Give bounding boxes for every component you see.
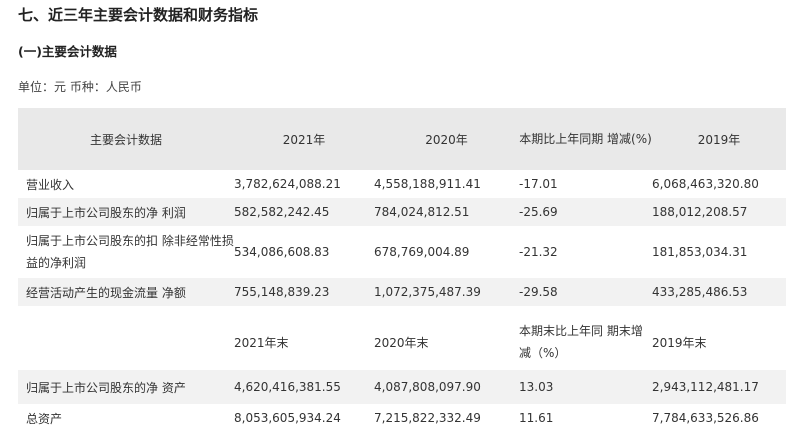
subheader-cell <box>18 314 234 370</box>
table-gap <box>18 306 786 314</box>
table-row: 归属于上市公司股东的净 利润 582,582,242.45 784,024,81… <box>18 198 786 226</box>
table-cell: 6,068,463,320.80 <box>652 177 759 191</box>
table-subheader-row: 2021年末 2020年末 本期末比上年同 期末增减（%） 2019年末 <box>18 314 786 370</box>
table-cell: 433,285,486.53 <box>652 278 786 306</box>
key-accounting-data-table: 主要会计数据 2021年 2020年 本期比上年同期 增减(%) 2019年 营… <box>18 108 786 432</box>
table-cell: -29.58 <box>519 278 652 306</box>
subheader-cell: 2021年末 <box>234 335 289 350</box>
header-cell: 2020年 <box>374 108 519 170</box>
table-row: 经营活动产生的现金流量 净额 755,148,839.23 1,072,375,… <box>18 278 786 306</box>
row-label: 经营活动产生的现金流量 净额 <box>18 278 234 306</box>
header-cell: 2021年 <box>234 108 374 170</box>
table-cell: -25.69 <box>519 198 652 226</box>
table-row: 归属于上市公司股东的扣 除非经常性损益的净利润 534,086,608.83 6… <box>18 226 786 278</box>
table-cell: 11.61 <box>519 411 554 425</box>
table-header-row: 主要会计数据 2021年 2020年 本期比上年同期 增减(%) 2019年 <box>18 108 786 170</box>
table-row: 总资产 8,053,605,934.24 7,215,822,332.49 11… <box>18 404 786 432</box>
header-cell: 本期比上年同期 增减(%) <box>519 108 652 170</box>
subsection-title: (一)主要会计数据 <box>18 44 117 59</box>
table-cell: 13.03 <box>519 370 652 404</box>
table-cell: 755,148,839.23 <box>234 278 374 306</box>
table-cell: 4,087,808,097.90 <box>374 370 519 404</box>
unit-currency-line: 单位：元 币种：人民币 <box>18 80 142 94</box>
table-cell: 188,012,208.57 <box>652 198 786 226</box>
table-cell: 4,620,416,381.55 <box>234 370 374 404</box>
table-cell: 582,582,242.45 <box>234 198 374 226</box>
subheader-cell: 2020年末 <box>374 335 429 350</box>
row-label: 归属于上市公司股东的净 资产 <box>18 370 234 404</box>
table-cell: 534,086,608.83 <box>234 245 330 259</box>
row-label: 归属于上市公司股东的扣 除非经常性损益的净利润 <box>26 234 234 270</box>
row-label: 营业收入 <box>26 177 75 192</box>
table-cell: -17.01 <box>519 177 558 191</box>
header-cell: 主要会计数据 <box>18 108 234 170</box>
table-cell: 4,558,188,911.41 <box>374 177 481 191</box>
section-title: 七、近三年主要会计数据和财务指标 <box>18 6 259 24</box>
subheader-cell: 本期末比上年同 期末增减（%） <box>519 324 643 360</box>
table-cell: 2,943,112,481.17 <box>652 370 786 404</box>
subheader-cell: 2019年末 <box>652 335 707 350</box>
table-row: 营业收入 3,782,624,088.21 4,558,188,911.41 -… <box>18 170 786 198</box>
row-label: 归属于上市公司股东的净 利润 <box>18 198 234 226</box>
table-cell: 1,072,375,487.39 <box>374 278 519 306</box>
table-cell: 3,782,624,088.21 <box>234 177 341 191</box>
row-label: 总资产 <box>26 411 63 426</box>
table-cell: 784,024,812.51 <box>374 198 519 226</box>
table-cell: -21.32 <box>519 245 558 259</box>
table-cell: 181,853,034.31 <box>652 245 748 259</box>
table-cell: 8,053,605,934.24 <box>234 411 341 425</box>
table-row: 归属于上市公司股东的净 资产 4,620,416,381.55 4,087,80… <box>18 370 786 404</box>
table-cell: 7,784,633,526.86 <box>652 411 759 425</box>
table-cell: 7,215,822,332.49 <box>374 411 481 425</box>
table-cell: 678,769,004.89 <box>374 245 470 259</box>
header-cell: 2019年 <box>652 108 786 170</box>
